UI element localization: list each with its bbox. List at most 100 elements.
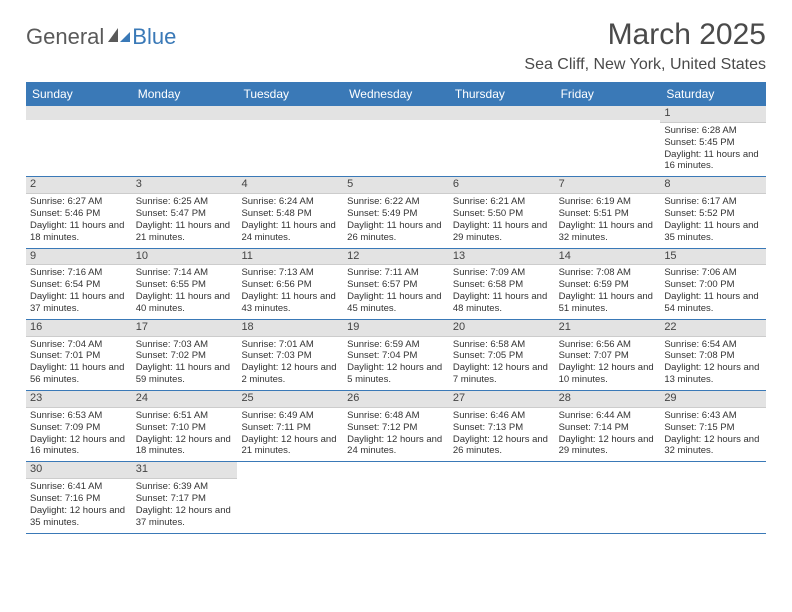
sunrise-text: Sunrise: 6:51 AM (136, 410, 234, 422)
calendar-cell: 10Sunrise: 7:14 AMSunset: 6:55 PMDayligh… (132, 249, 238, 319)
daylight-text: Daylight: 11 hours and 59 minutes. (136, 362, 234, 386)
sunset-text: Sunset: 7:08 PM (664, 350, 762, 362)
calendar-cell: 22Sunrise: 6:54 AMSunset: 7:08 PMDayligh… (660, 320, 766, 390)
sunset-text: Sunset: 6:54 PM (30, 279, 128, 291)
sunset-text: Sunset: 7:03 PM (241, 350, 339, 362)
title-block: March 2025 Sea Cliff, New York, United S… (524, 18, 766, 74)
calendar-cell: 6Sunrise: 6:21 AMSunset: 5:50 PMDaylight… (449, 177, 555, 247)
day-number: 23 (26, 391, 132, 408)
day-number: 20 (449, 320, 555, 337)
sunrise-text: Sunrise: 6:56 AM (559, 339, 657, 351)
day-number: 29 (660, 391, 766, 408)
sunrise-text: Sunrise: 6:54 AM (664, 339, 762, 351)
daylight-text: Daylight: 11 hours and 54 minutes. (664, 291, 762, 315)
sunrise-text: Sunrise: 6:44 AM (559, 410, 657, 422)
calendar-cell: 21 Sunrise: 6:56 AMSunset: 7:07 PMDayligh… (555, 320, 661, 390)
sunrise-text: Sunrise: 7:03 AM (136, 339, 234, 351)
sunset-text: Sunset: 7:17 PM (136, 493, 234, 505)
weekday-header: Thursday (449, 82, 555, 106)
sunrise-text: Sunrise: 6:21 AM (453, 196, 551, 208)
weekday-header: Friday (555, 82, 661, 106)
calendar-cell (343, 462, 449, 532)
calendar-row: 16Sunrise: 7:04 AMSunset: 7:01 PMDayligh… (26, 319, 766, 390)
brand-logo: General Blue (26, 24, 176, 50)
calendar-cell: 9Sunrise: 7:16 AMSunset: 6:54 PMDaylight… (26, 249, 132, 319)
sunrise-text: Sunrise: 7:04 AM (30, 339, 128, 351)
calendar-cell (449, 462, 555, 532)
daylight-text: Daylight: 11 hours and 43 minutes. (241, 291, 339, 315)
calendar-cell: 14Sunrise: 7:08 AMSunset: 6:59 PMDayligh… (555, 249, 661, 319)
sunrise-text: Sunrise: 6:27 AM (30, 196, 128, 208)
sunset-text: Sunset: 7:13 PM (453, 422, 551, 434)
calendar-cell: 31Sunrise: 6:39 AMSunset: 7:17 PMDayligh… (132, 462, 238, 532)
sunrise-text: Sunrise: 6:25 AM (136, 196, 234, 208)
day-number: 19 (343, 320, 449, 337)
sunset-text: Sunset: 7:00 PM (664, 279, 762, 291)
day-number: 24 (132, 391, 238, 408)
day-number: 9 (26, 249, 132, 266)
day-number: 27 (449, 391, 555, 408)
sunset-text: Sunset: 6:58 PM (453, 279, 551, 291)
calendar-cell: 3Sunrise: 6:25 AMSunset: 5:47 PMDaylight… (132, 177, 238, 247)
location-subtitle: Sea Cliff, New York, United States (524, 56, 766, 74)
day-number: 15 (660, 249, 766, 266)
sunset-text: Sunset: 6:59 PM (559, 279, 657, 291)
day-number: 28 (555, 391, 661, 408)
sunset-text: Sunset: 7:12 PM (347, 422, 445, 434)
day-number: 12 (343, 249, 449, 266)
daylight-text: Daylight: 11 hours and 24 minutes. (241, 220, 339, 244)
day-number: 4 (237, 177, 343, 194)
calendar-grid: 1Sunrise: 6:28 AMSunset: 5:45 PMDaylight… (26, 106, 766, 534)
daylight-text: Daylight: 12 hours and 21 minutes. (241, 434, 339, 458)
calendar-cell: 23Sunrise: 6:53 AMSunset: 7:09 PMDayligh… (26, 391, 132, 461)
sunset-text: Sunset: 7:09 PM (30, 422, 128, 434)
empty-day-bar (132, 106, 238, 120)
daylight-text: Daylight: 12 hours and 18 minutes. (136, 434, 234, 458)
sunset-text: Sunset: 7:07 PM (559, 350, 657, 362)
day-number: 17 (132, 320, 238, 337)
calendar-row: 23Sunrise: 6:53 AMSunset: 7:09 PMDayligh… (26, 390, 766, 461)
sunset-text: Sunset: 7:11 PM (241, 422, 339, 434)
daylight-text: Daylight: 12 hours and 24 minutes. (347, 434, 445, 458)
daylight-text: Daylight: 12 hours and 37 minutes. (136, 505, 234, 529)
calendar-cell: 30Sunrise: 6:41 AMSunset: 7:16 PMDayligh… (26, 462, 132, 532)
calendar-cell: 7Sunrise: 6:19 AMSunset: 5:51 PMDaylight… (555, 177, 661, 247)
day-number: 21 (555, 320, 661, 337)
daylight-text: Daylight: 12 hours and 16 minutes. (30, 434, 128, 458)
brand-part2: Blue (132, 24, 176, 50)
day-number: 11 (237, 249, 343, 266)
empty-day-bar (237, 106, 343, 120)
page-header: General Blue March 2025 Sea Cliff, New Y… (26, 18, 766, 74)
calendar-cell (449, 106, 555, 176)
sunset-text: Sunset: 7:02 PM (136, 350, 234, 362)
sunset-text: Sunset: 5:50 PM (453, 208, 551, 220)
day-number: 1 (660, 106, 766, 123)
sunrise-text: Sunrise: 6:24 AM (241, 196, 339, 208)
calendar-cell (237, 462, 343, 532)
calendar-row: 1Sunrise: 6:28 AMSunset: 5:45 PMDaylight… (26, 106, 766, 176)
daylight-text: Daylight: 12 hours and 10 minutes. (559, 362, 657, 386)
brand-part1: General (26, 24, 104, 50)
weekday-header: Tuesday (237, 82, 343, 106)
empty-day-bar (555, 106, 661, 120)
daylight-text: Daylight: 12 hours and 26 minutes. (453, 434, 551, 458)
calendar-cell (343, 106, 449, 176)
sunset-text: Sunset: 5:47 PM (136, 208, 234, 220)
weekday-header: Wednesday (343, 82, 449, 106)
day-number: 16 (26, 320, 132, 337)
sunrise-text: Sunrise: 6:43 AM (664, 410, 762, 422)
calendar-cell: 16Sunrise: 7:04 AMSunset: 7:01 PMDayligh… (26, 320, 132, 390)
day-number: 13 (449, 249, 555, 266)
daylight-text: Daylight: 11 hours and 16 minutes. (664, 149, 762, 173)
sunrise-text: Sunrise: 7:13 AM (241, 267, 339, 279)
sunrise-text: Sunrise: 6:17 AM (664, 196, 762, 208)
sunset-text: Sunset: 7:14 PM (559, 422, 657, 434)
sunset-text: Sunset: 5:45 PM (664, 137, 762, 149)
calendar-cell: 13Sunrise: 7:09 AMSunset: 6:58 PMDayligh… (449, 249, 555, 319)
sail-icon (106, 24, 132, 40)
day-number: 7 (555, 177, 661, 194)
daylight-text: Daylight: 11 hours and 21 minutes. (136, 220, 234, 244)
calendar-cell: 1Sunrise: 6:28 AMSunset: 5:45 PMDaylight… (660, 106, 766, 176)
weekday-header: Saturday (660, 82, 766, 106)
calendar-cell (26, 106, 132, 176)
